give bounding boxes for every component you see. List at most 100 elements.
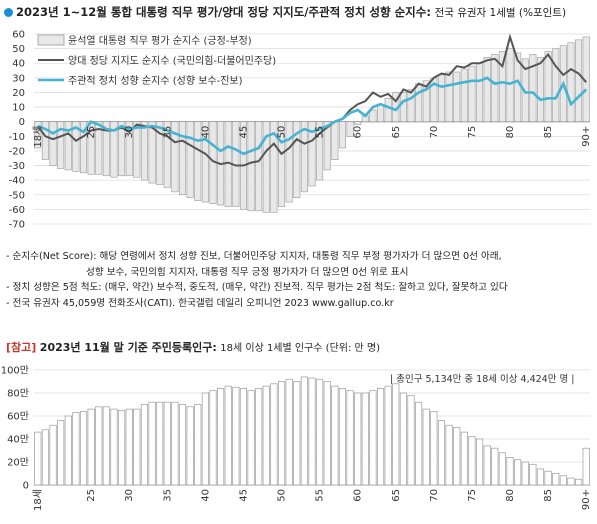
x-tick-label: 30 — [124, 489, 135, 502]
bar — [323, 121, 331, 171]
bar — [407, 89, 415, 122]
x-tick-label: 35 — [162, 489, 173, 502]
bar — [308, 121, 316, 187]
bar — [41, 429, 49, 486]
bar — [270, 383, 278, 486]
note-line: - 전국 유권자 45,059명 전화조사(CATI). 한국갤럽 데일리 오피… — [6, 297, 394, 309]
bar — [133, 408, 141, 486]
chart2-bars — [34, 376, 590, 486]
bar — [247, 390, 255, 486]
bar — [338, 388, 347, 486]
bar — [57, 121, 65, 169]
bar — [278, 121, 286, 207]
reference-subtitle: 18세 이상 1세별 인구수 (단위: 만 명) — [220, 343, 380, 354]
bar — [415, 83, 423, 122]
bar — [49, 121, 57, 166]
x-tick-label: 65 — [391, 126, 402, 139]
bar — [506, 457, 514, 486]
bar — [102, 121, 110, 177]
x-tick-label: 50 — [277, 489, 288, 502]
bar — [217, 388, 225, 486]
bar — [476, 438, 484, 486]
y-tick-label: -10 — [9, 132, 25, 143]
bar — [87, 408, 95, 486]
reference-tag: [참고] — [6, 341, 37, 354]
x-tick-label: 80 — [505, 126, 516, 139]
bar — [110, 121, 118, 178]
legend-bar-swatch — [37, 34, 65, 46]
bar — [468, 65, 476, 122]
x-tick-label: 45 — [238, 489, 249, 502]
bar — [79, 411, 88, 486]
bar — [483, 445, 491, 486]
bar — [460, 68, 468, 122]
bar — [399, 92, 407, 122]
bar — [255, 121, 263, 212]
bar — [506, 48, 514, 122]
x-tick-label: 18세 — [32, 126, 44, 148]
x-tick-label: 25 — [86, 126, 97, 139]
bar — [582, 447, 590, 486]
bar — [453, 71, 461, 122]
y-tick-label: 80만 — [7, 388, 29, 400]
legend-party-label: 양대 정당 지지도 순지수 (국민의힘-더불어민주당) — [68, 55, 276, 67]
bar — [72, 412, 80, 486]
y-tick-label: -20 — [9, 146, 25, 157]
bar — [186, 121, 194, 198]
x-tick-label: 45 — [238, 126, 249, 139]
bar — [255, 388, 263, 486]
x-tick-label: 65 — [391, 489, 402, 502]
bar — [64, 415, 72, 486]
notes-block: - 순지수(Net Score): 해당 연령에서 정치 성향 진보, 더불어민… — [6, 249, 508, 311]
bar — [209, 390, 217, 486]
bar — [178, 404, 187, 486]
bar — [369, 109, 377, 122]
bar — [79, 121, 88, 174]
bar — [369, 390, 377, 486]
bar — [262, 385, 270, 486]
bar — [361, 392, 369, 486]
bar — [277, 381, 286, 486]
bar — [354, 121, 362, 125]
bar — [476, 62, 484, 122]
bar — [445, 424, 453, 486]
bar — [72, 121, 80, 172]
bar — [377, 103, 385, 122]
bar — [323, 381, 331, 486]
bar — [498, 51, 506, 122]
bar — [575, 478, 583, 486]
bar — [384, 98, 392, 122]
bar — [163, 121, 171, 188]
bar — [552, 48, 560, 122]
x-tick-label: 70 — [429, 489, 440, 502]
x-tick-label: 25 — [86, 489, 97, 502]
bar — [34, 121, 42, 149]
bar — [498, 452, 506, 486]
x-tick-label: 80 — [505, 489, 516, 502]
bar — [445, 71, 453, 122]
chart1-x-tick-labels: 18세 25 30 35 40 45 50 55 60 65 70 75 80 85 90+ — [32, 126, 592, 148]
bar — [300, 121, 308, 193]
x-tick-label: 18세 — [32, 489, 44, 511]
chart-header: 2023년 1~12월 통합 대통령 직무 평가/양대 정당 지지도/주관적 정… — [4, 4, 566, 20]
bar — [201, 121, 209, 203]
bar — [194, 404, 202, 486]
bar — [64, 121, 72, 171]
x-tick-label: 50 — [277, 126, 288, 139]
bar — [57, 420, 65, 486]
bar — [224, 385, 232, 486]
chart1-legend: 윤석열 대통령 직무 평가 순지수 (긍정-부정) 양대 정당 지지도 순지수 … — [37, 34, 276, 87]
bar — [270, 121, 278, 213]
bar — [544, 51, 552, 122]
bar — [567, 477, 575, 486]
y-tick-label: 0 — [19, 117, 25, 128]
bar — [422, 408, 430, 486]
y-tick-label: 40만 — [7, 434, 29, 446]
bar — [529, 54, 537, 122]
bar — [293, 381, 301, 486]
bar — [437, 420, 446, 486]
bar — [247, 121, 255, 212]
y-tick-label: 100만 — [1, 365, 29, 377]
bar — [521, 461, 529, 486]
bar — [285, 378, 293, 486]
